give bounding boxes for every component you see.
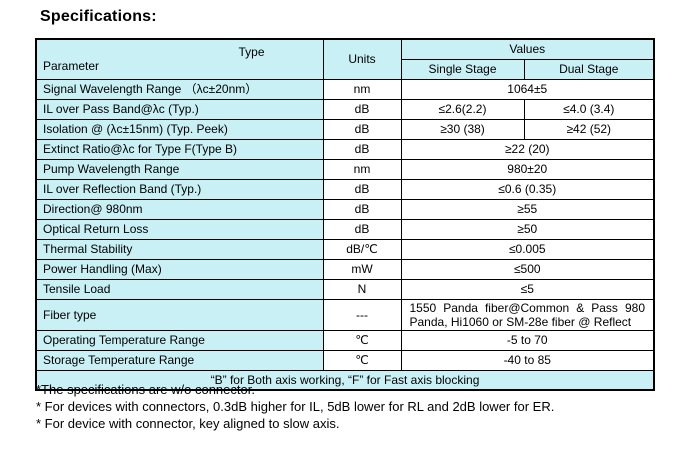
units-cell: nm [322,158,402,180]
units-cell: dB [322,198,402,220]
footnote-line: *The specifications are w/o connector. [36,382,255,397]
table-row: Storage Temperature Range ℃ -40 to 85 [35,349,655,371]
specifications-table: Type Parameter Units Values Single Stage… [35,38,655,391]
units-cell: dB [322,98,402,120]
header-row-1: Type Parameter Units Values [35,38,655,80]
units-cell: ℃ [322,329,402,351]
value-cell: ≥50 [400,218,655,240]
param-cell: Storage Temperature Range [35,349,324,371]
units-cell: mW [322,258,402,280]
value-cell: ≥55 [400,198,655,220]
value-cell: ≤500 [400,258,655,280]
units-cell: dB [322,178,402,200]
footnote-line: * For devices with connectors, 0.3dB hig… [36,399,555,414]
table-row: IL over Reflection Band (Typ.) dB ≤0.6 (… [35,178,655,200]
single-stage-cell: ≤2.6(2.2) [400,98,525,120]
table-row: Extinct Ratio@λc for Type F(Type B) dB ≥… [35,138,655,160]
table-row: Thermal Stability dB/℃ ≤0.005 [35,238,655,260]
table-row: Optical Return Loss dB ≥50 [35,218,655,240]
table-row: IL over Pass Band@λc (Typ.) dB ≤2.6(2.2)… [35,98,655,120]
footnotes: *The specifications are w/o connector. *… [36,381,554,432]
table-row: Tensile Load N ≤5 [35,278,655,300]
value-cell: ≤5 [400,278,655,300]
table-row: Signal Wavelength Range （λc±20nm） nm 106… [35,78,655,100]
param-cell: Direction@ 980nm [35,198,324,220]
units-cell: N [322,278,402,300]
header-row-2: Single Stage Dual Stage [36,58,655,80]
dual-stage-cell: ≥42 (52) [523,118,655,140]
value-cell: -40 to 85 [400,349,655,371]
param-cell: Thermal Stability [35,238,324,260]
header-cell-values: Values [400,38,655,60]
table-row: Isolation @ (λc±15nm) (Typ. Peek) dB ≥30… [35,118,655,140]
footnote-line: * For device with connector, key aligned… [36,416,340,431]
header-cell-single-stage: Single Stage [400,58,525,80]
units-cell: dB [322,118,402,140]
param-cell: Fiber type [35,298,324,331]
value-cell: ≤0.005 [400,238,655,260]
table-row: Operating Temperature Range ℃ -5 to 70 [35,329,655,351]
param-cell: IL over Reflection Band (Typ.) [35,178,324,200]
param-cell: Power Handling (Max) [35,258,324,280]
value-cell: -5 to 70 [400,329,655,351]
units-cell: dB/℃ [322,238,402,260]
param-cell: Optical Return Loss [35,218,324,240]
units-cell: --- [322,298,402,331]
param-cell: Operating Temperature Range [35,329,324,351]
table-row: Power Handling (Max) mW ≤500 [35,258,655,280]
page-title: Specifications: [40,8,157,25]
param-cell: IL over Pass Band@λc (Typ.) [35,98,324,120]
value-cell: 1064±5 [400,78,655,100]
param-cell: Pump Wavelength Range [35,158,324,180]
units-cell: nm [322,78,402,100]
param-cell: Signal Wavelength Range （λc±20nm） [35,78,324,100]
units-cell: dB [322,138,402,160]
header-type-label: Type [238,45,265,60]
param-cell: Isolation @ (λc±15nm) (Typ. Peek) [35,118,324,140]
value-cell: 1550 Panda fiber@Common & Pass 980 Panda… [400,298,655,331]
value-cell: 980±20 [400,158,655,180]
value-cell: ≥22 (20) [400,138,655,160]
table-row: Direction@ 980nm dB ≥55 [35,198,655,220]
table-row: Fiber type --- 1550 Panda fiber@Common &… [35,298,655,331]
units-cell: ℃ [322,349,402,371]
dual-stage-cell: ≤4.0 (3.4) [523,98,655,120]
param-cell: Tensile Load [35,278,324,300]
header-cell-units: Units [322,38,402,80]
param-cell: Extinct Ratio@λc for Type F(Type B) [35,138,324,160]
footer-note-cell: “B” for Both axis working, “F” for Fast … [35,369,655,391]
header-cell-dual-stage: Dual Stage [523,58,655,80]
header-cell-parameter-type: Type Parameter [35,38,324,80]
table-footer-row: “B” for Both axis working, “F” for Fast … [35,369,655,391]
value-cell: ≤0.6 (0.35) [400,178,655,200]
table-row: Pump Wavelength Range nm 980±20 [35,158,655,180]
single-stage-cell: ≥30 (38) [400,118,525,140]
units-cell: dB [322,218,402,240]
header-parameter-label: Parameter [43,59,100,74]
